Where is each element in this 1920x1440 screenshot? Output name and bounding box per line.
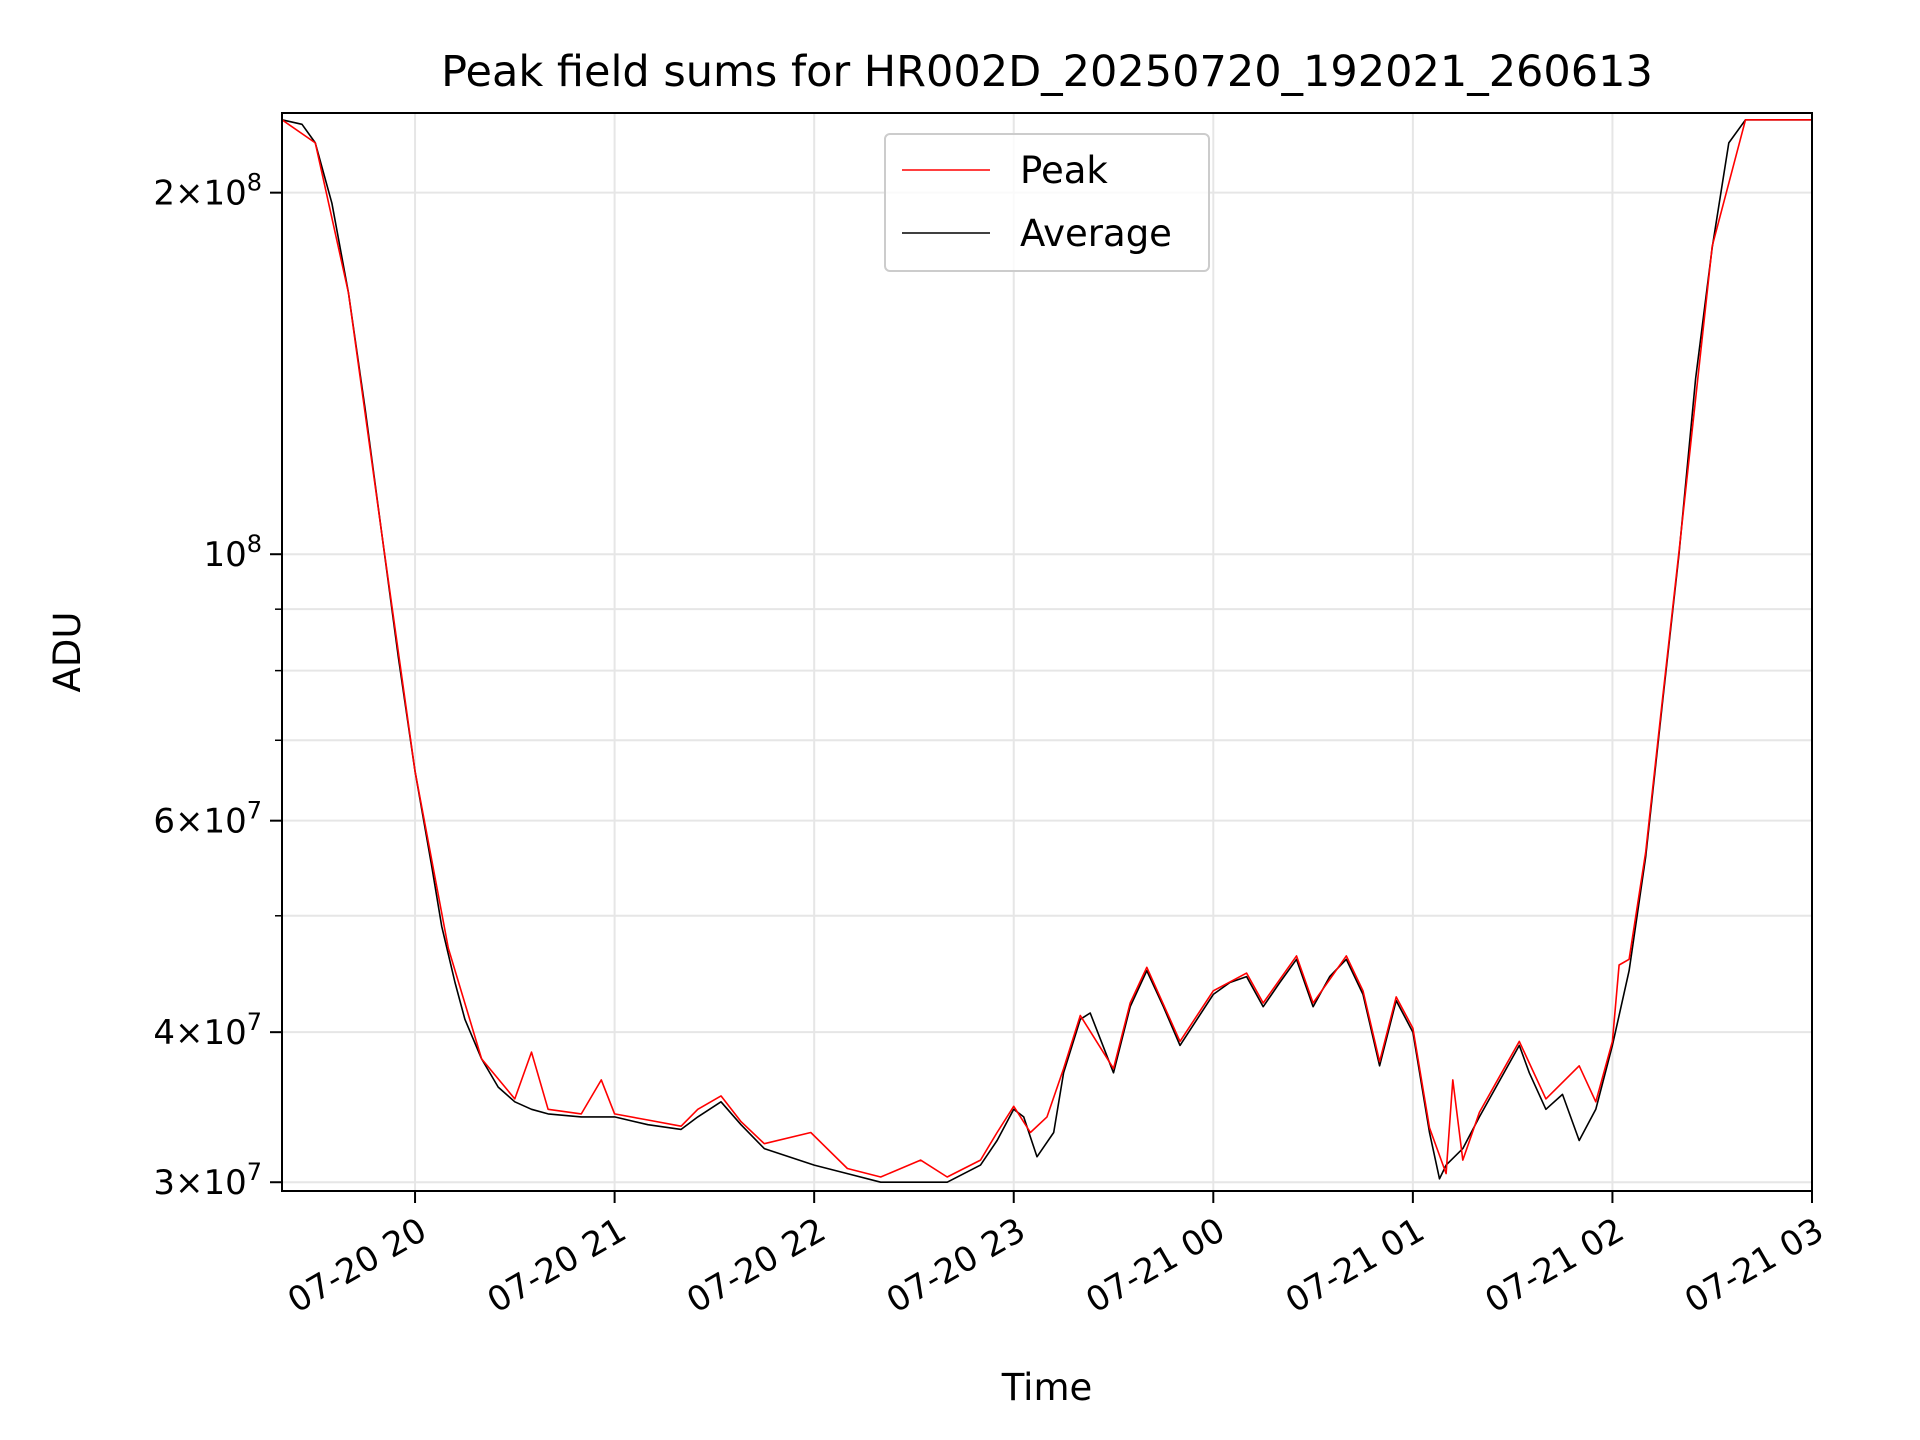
legend-average-label: Average xyxy=(1020,212,1172,255)
series-line-peak xyxy=(281,119,1812,1178)
plot-area-frame xyxy=(281,112,1813,1192)
legend: Peak Average xyxy=(884,133,1210,272)
series-lines xyxy=(281,119,1812,1183)
chart-title: Peak field sums for HR002D_20250720_1920… xyxy=(441,47,1653,97)
y-tick-label: 108 xyxy=(203,530,262,575)
y-tick-label: 4×107 xyxy=(153,1008,262,1053)
x-axis-label: Time xyxy=(1001,1366,1093,1409)
y-tick-label: 2×108 xyxy=(153,169,262,214)
y-tick-label: 3×107 xyxy=(153,1158,262,1203)
legend-peak-label: Peak xyxy=(1020,149,1108,192)
series-line-average xyxy=(281,119,1812,1183)
y-tick-label: 6×107 xyxy=(153,797,262,842)
y-axis-label: ADU xyxy=(46,612,89,693)
legend-box xyxy=(884,133,1210,272)
